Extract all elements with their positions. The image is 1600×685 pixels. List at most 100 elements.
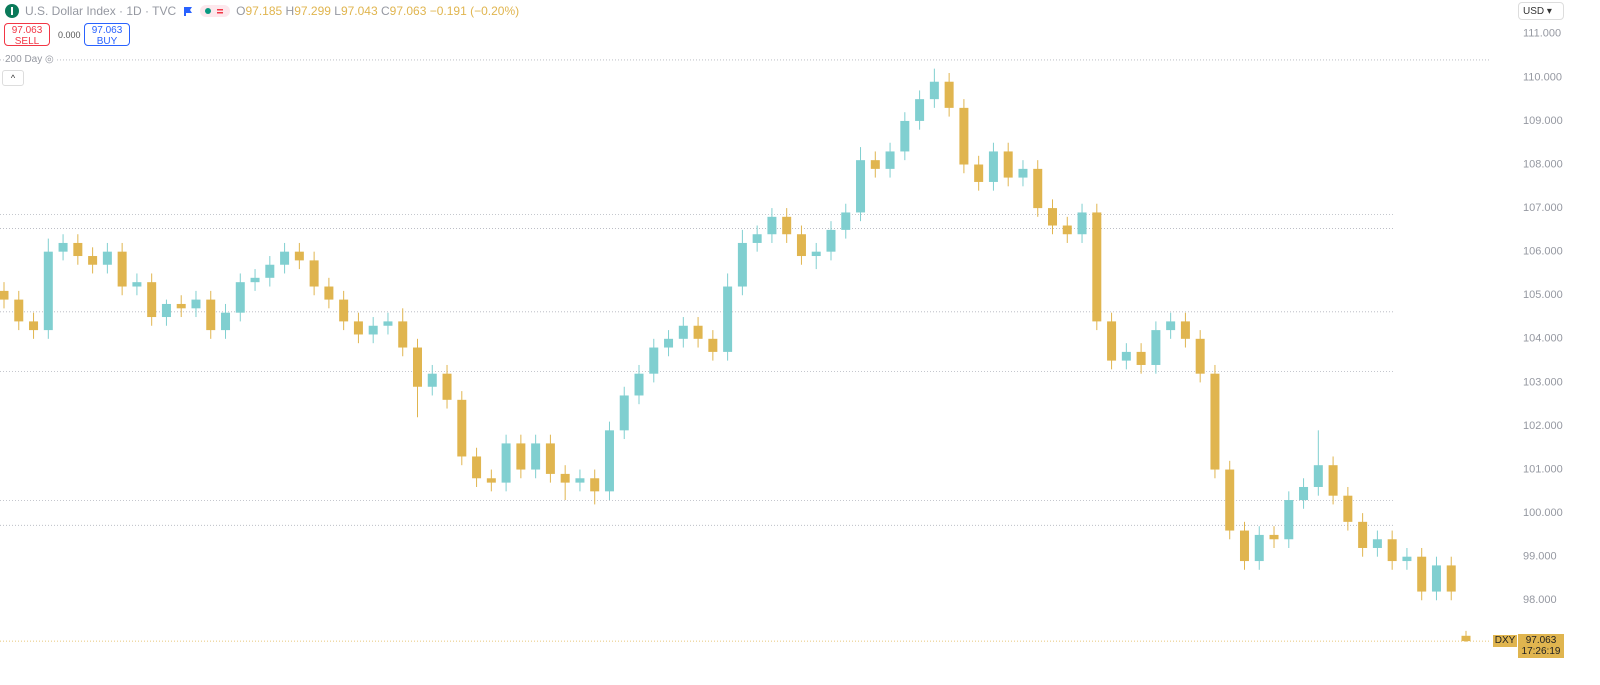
- candle-body: [767, 216, 777, 235]
- o-key: O: [236, 4, 246, 18]
- candle-body: [974, 164, 984, 182]
- candle-body: [870, 160, 880, 169]
- candle-body: [1062, 225, 1072, 235]
- y-tick-label: 98.000: [1523, 594, 1557, 606]
- candle-body: [309, 260, 319, 287]
- candle-body: [752, 234, 762, 243]
- l-value: 97.043: [340, 4, 378, 18]
- candle-body: [1077, 212, 1087, 235]
- candle-body: [1299, 486, 1309, 501]
- candle-body: [1003, 151, 1013, 178]
- candle-body: [14, 299, 24, 322]
- candle-body: [280, 251, 290, 265]
- candle-body: [723, 286, 733, 352]
- y-tick-label: 111.000: [1523, 28, 1561, 40]
- candle-body: [590, 478, 600, 492]
- candle-body: [1210, 373, 1220, 470]
- candle-body: [88, 256, 98, 265]
- candle-body: [619, 395, 629, 431]
- candle-body: [1048, 208, 1058, 226]
- candle-body: [73, 242, 83, 257]
- candle-body: [664, 338, 674, 348]
- candle-body: [1328, 465, 1338, 496]
- candle-body: [1372, 539, 1382, 548]
- h-key: H: [285, 4, 295, 18]
- candle-body: [1225, 469, 1235, 531]
- candle-body: [1180, 321, 1190, 339]
- symbol: U.S. Dollar Index · 1D · TVC: [25, 4, 177, 18]
- price-tag: 97.063 17:26:19: [1518, 634, 1564, 658]
- candle-body: [900, 120, 910, 152]
- currency: USD: [1523, 6, 1545, 17]
- candle-body: [1195, 338, 1205, 374]
- candle-body: [929, 81, 939, 100]
- candle-body: [649, 347, 659, 374]
- candle-body: [250, 277, 260, 283]
- candle-body: [486, 478, 496, 483]
- candle-body: [501, 443, 511, 483]
- candle-body: [412, 347, 422, 387]
- candle-body: [117, 251, 127, 287]
- y-tick-label: 100.000: [1523, 507, 1563, 519]
- collapse-button[interactable]: ^: [2, 70, 24, 86]
- candle-body: [1461, 635, 1471, 642]
- candle-body: [1166, 321, 1176, 331]
- y-tick-label: 102.000: [1523, 420, 1563, 432]
- candle-body: [1107, 321, 1117, 361]
- candle-body: [294, 251, 304, 261]
- ohlc: O97.185 H97.299 L97.043 C97.063 −0.191 (…: [236, 4, 519, 18]
- candle-body: [796, 234, 806, 257]
- candle-body: [575, 478, 585, 483]
- candle-body: [826, 229, 836, 252]
- candle-body: [811, 251, 821, 257]
- l-key: L: [334, 4, 341, 18]
- candle-body: [885, 151, 895, 169]
- candle-body: [915, 99, 925, 121]
- candle-body: [944, 81, 954, 108]
- buy-button[interactable]: 97.063 BUY: [84, 23, 130, 47]
- candle-body: [132, 282, 142, 287]
- change: −0.191 (−0.20%): [429, 4, 520, 18]
- y-tick-label: 104.000: [1523, 333, 1563, 345]
- candle-body: [545, 443, 555, 474]
- c-key: C: [381, 4, 390, 18]
- candle-body: [1151, 330, 1161, 365]
- candle-body: [1431, 565, 1441, 592]
- logo: [5, 4, 19, 18]
- candle-body: [959, 107, 969, 165]
- candle-body: [1313, 465, 1323, 487]
- candle-body: [1136, 351, 1146, 365]
- sell-button[interactable]: 97.063 SELL: [4, 23, 50, 47]
- candle-body: [1446, 565, 1456, 592]
- candle-body: [161, 303, 171, 318]
- indicator-legend: 200 Day ◎: [5, 54, 57, 65]
- candle-body: [206, 299, 216, 331]
- candle-body: [29, 321, 39, 331]
- candle-body: [708, 338, 718, 352]
- candle-body: [1269, 534, 1279, 540]
- candle-body: [1033, 168, 1043, 209]
- candle-body: [324, 286, 334, 300]
- candle-body: [634, 373, 644, 396]
- c-value: 97.063: [389, 4, 427, 18]
- candle-body: [678, 325, 688, 339]
- candle-body: [235, 282, 245, 313]
- candle-body: [516, 443, 526, 470]
- currency-select[interactable]: USD ▾: [1518, 2, 1564, 20]
- o-value: 97.185: [245, 4, 283, 18]
- candle-body: [1092, 212, 1102, 322]
- countdown: 17:26:19: [1521, 646, 1561, 657]
- candle-body: [102, 251, 112, 265]
- y-tick-label: 106.000: [1523, 246, 1563, 258]
- flag[interactable]: [182, 5, 194, 17]
- h-value: 97.299: [294, 4, 331, 18]
- candle-body: [693, 325, 703, 339]
- sell-label: SELL: [14, 36, 40, 47]
- candle-body: [339, 299, 349, 322]
- spread: 0.000: [58, 30, 81, 40]
- candle-body: [265, 264, 275, 278]
- header: U.S. Dollar Index · 1D · TVC O97.185 H97…: [5, 4, 519, 18]
- sell-price: 97.063: [11, 25, 43, 36]
